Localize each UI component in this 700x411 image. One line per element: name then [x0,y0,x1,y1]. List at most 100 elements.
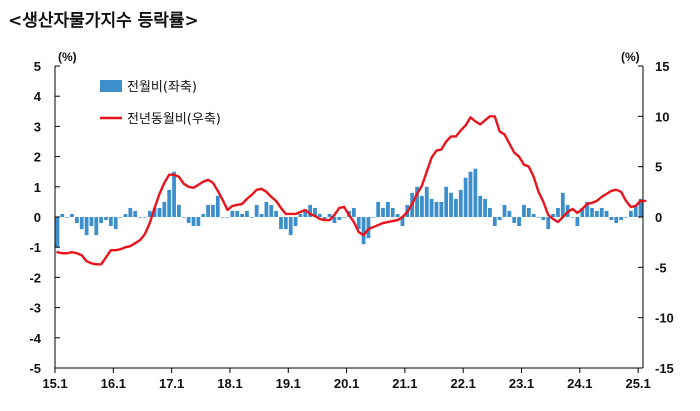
mom-bar [332,217,337,224]
mom-bar [259,213,264,217]
left-tick-label: 0 [34,210,41,225]
mom-bar [361,217,366,245]
mom-bar [449,192,453,217]
right-tick-label: -15 [655,361,674,376]
mom-bar [322,217,327,221]
yoy-line-layer [56,115,647,266]
x-tick-label: 19.1 [276,376,301,391]
mom-bar [308,204,313,217]
left-tick-label: 4 [34,89,42,104]
x-tick-label: 15.1 [42,376,67,391]
mom-bar [89,217,94,227]
mom-bar [541,217,546,221]
x-tick-label: 22.1 [451,376,476,391]
mom-bar [211,204,215,217]
mom-bar [293,217,298,227]
mom-bar [196,217,201,227]
mom-bar [463,177,468,217]
mom-bar [177,204,181,217]
mom-bar [249,217,254,218]
right-tick-label: 15 [655,59,669,74]
mom-bar [599,207,604,217]
mom-bar [628,210,633,217]
mom-bar [439,201,444,217]
mom-bar [381,207,385,217]
mom-bar [264,201,269,217]
mom-bar [191,217,196,227]
mom-bar [172,171,176,217]
mom-bar [108,217,113,227]
mom-bar [434,201,439,217]
mom-bar [298,213,303,217]
mom-bar [536,217,541,218]
mom-bar [220,217,225,218]
mom-bar [181,217,186,218]
mom-bar [497,217,502,221]
mom-bar [444,186,449,217]
mom-bar [633,204,638,217]
mom-bar [366,217,371,239]
mom-bar [186,217,191,224]
left-tick-label: 2 [34,150,41,165]
right-unit-label: (%) [621,50,640,64]
mom-bar [376,201,381,217]
right-tick-label: 10 [655,109,669,124]
mom-bar [55,217,60,248]
mom-bar [609,217,614,221]
mom-bar [478,195,483,217]
x-tick-label: 23.1 [509,376,534,391]
mom-bar [240,213,244,217]
mom-bar [371,217,376,218]
mom-bar [526,207,531,217]
mom-bar [94,217,99,236]
mom-bar [269,204,274,217]
left-tick-label: -2 [29,270,41,285]
mom-bar [512,217,517,224]
mom-bar [152,207,157,217]
mom-bar [624,217,628,218]
mom-bar [551,213,555,217]
mom-bar [473,168,478,217]
mom-bar [342,217,347,218]
mom-bar [419,195,424,217]
mom-bar [245,210,249,217]
mom-bar [546,217,551,230]
mom-bar [138,217,142,218]
mom-bar [254,204,259,217]
mom-bar [488,207,492,217]
left-tick-label: -4 [29,331,41,346]
mom-bar [283,217,288,230]
mom-bar [74,217,79,224]
mom-bar [79,217,84,230]
mom-bar [288,217,293,236]
mom-bar [580,207,585,217]
mom-bar [395,213,400,217]
mom-bar [351,207,356,217]
left-tick-label: 1 [34,180,41,195]
mom-bar [327,213,332,217]
x-tick-label: 16.1 [101,376,126,391]
mom-bar [313,207,317,217]
mom-bar [531,213,536,217]
x-tick-label: 21.1 [392,376,417,391]
mom-bar [638,198,643,217]
mom-bar [104,217,108,221]
mom-bar [483,198,487,217]
mom-bar [560,192,565,217]
mom-bar [385,201,390,217]
mom-bar [575,217,580,227]
mom-bar [594,210,599,217]
mom-bar [201,213,206,217]
mom-bar [415,186,419,217]
mom-bar [123,213,128,217]
mom-bar [84,217,89,236]
yoy-line [56,115,647,266]
mom-bar [128,207,133,217]
mom-bar [60,213,65,217]
mom-bar [317,213,322,217]
legend-line-label: 전년동월비(우축) [127,112,221,127]
mom-bar [507,210,512,217]
mom-bar [502,204,507,217]
mom-bar [118,217,123,218]
left-axis: 5 4 3 2 1 0 -1 -2 -3 -4 -5 [29,59,60,376]
